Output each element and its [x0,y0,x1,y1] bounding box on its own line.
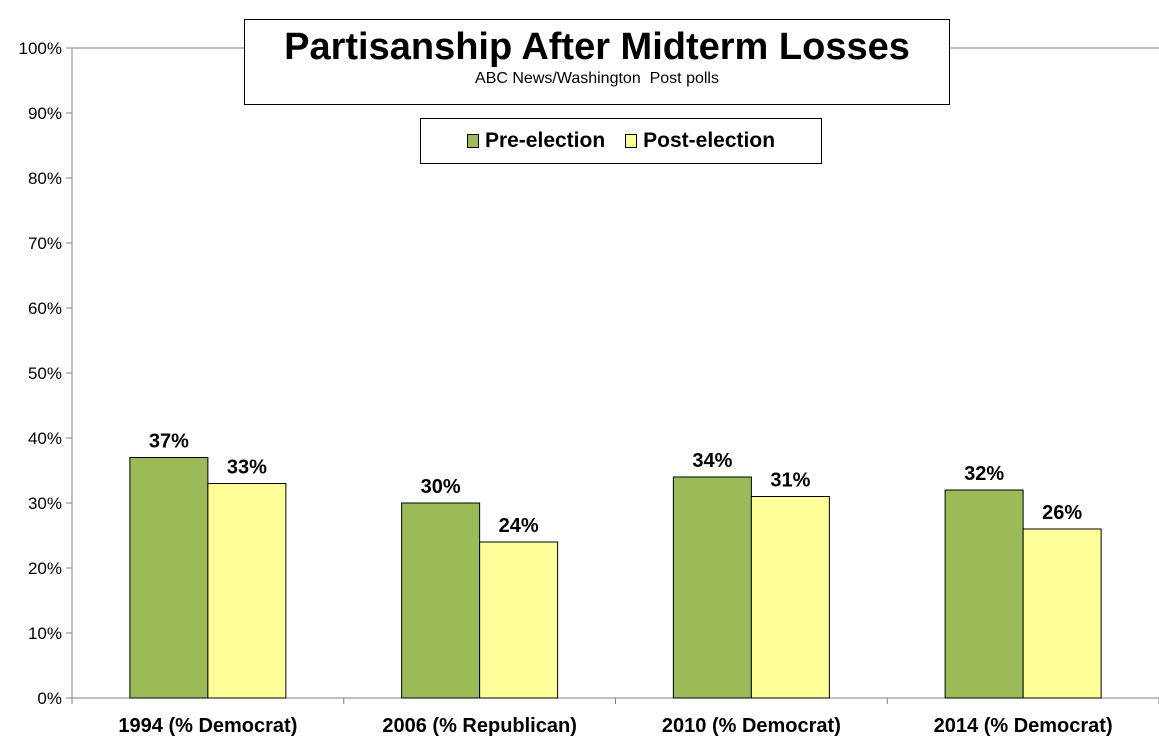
legend-swatch-post-election [625,134,638,148]
bar-pre-election [672,476,752,699]
bar-pre-election [129,457,209,699]
legend-swatch-pre-election [466,134,479,148]
bar-value-label: 37% [149,431,189,453]
bar-value-label: 30% [421,476,461,498]
chart-subtitle: ABC News/Washington Post polls [475,70,719,87]
chart-bars [129,457,1102,699]
x-category-label: 1994 (% Democrat) [118,715,297,737]
x-category-label: 2010 (% Democrat) [662,715,841,737]
y-tick-label: 90% [28,104,62,123]
y-tick-label: 30% [28,494,62,513]
y-tick-label: 20% [28,559,62,578]
bar-value-label: 32% [964,463,1004,485]
x-category-label: 2014 (% Democrat) [934,715,1113,737]
x-category-label: 2006 (% Republican) [382,715,577,737]
bar-pre-election [401,502,481,699]
bar-pre-election [944,489,1024,699]
y-tick-label: 10% [28,624,62,643]
y-tick-label: 40% [28,429,62,448]
y-tick-label: 70% [28,234,62,253]
legend-item-post-election: Post-election [625,129,775,153]
bar-post-election [1022,528,1102,699]
bar-post-election [479,541,559,699]
chart-legend: Pre-election Post-election [420,118,822,164]
y-tick-label: 50% [28,364,62,383]
bar-value-label: 26% [1042,502,1082,524]
legend-item-pre-election: Pre-election [466,129,606,153]
y-tick-label: 60% [28,299,62,318]
chart-title: Partisanship After Midterm Losses [284,26,910,68]
legend-label-pre-election: Pre-election [484,129,606,152]
y-tick-label: 80% [28,169,62,188]
legend-label-post-election: Post-election [643,129,776,152]
bar-value-label: 34% [692,450,732,472]
y-tick-label: 100% [19,39,62,58]
chart-labels: 0% 10% 20% 30% 40% 50% 60% 70% 80% 90% 100% 37% 33% 1… [19,39,1113,737]
bar-post-election [750,496,830,699]
bar-value-label: 24% [499,515,539,537]
chart-title-box: Partisanship After Midterm Losses ABC Ne… [244,19,950,105]
bar-value-label: 33% [227,457,267,479]
bar-value-label: 31% [770,470,810,492]
bar-post-election [207,483,287,699]
y-tick-label: 0% [37,689,62,708]
